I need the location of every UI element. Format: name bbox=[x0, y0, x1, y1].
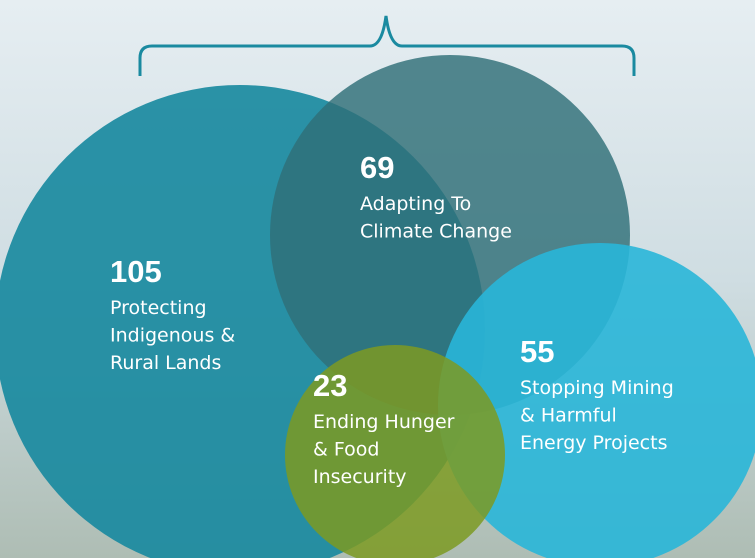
label-line: Rural Lands bbox=[110, 352, 221, 374]
label-line: & Food bbox=[313, 439, 379, 461]
label-line: Insecurity bbox=[313, 466, 407, 488]
count: 105 bbox=[110, 254, 162, 289]
label-line: Stopping Mining bbox=[520, 377, 674, 399]
label-line: Indigenous & bbox=[110, 325, 235, 347]
count: 55 bbox=[520, 334, 554, 369]
count: 23 bbox=[313, 368, 347, 403]
circle-hunger bbox=[285, 345, 505, 558]
count: 69 bbox=[360, 150, 394, 185]
label-line: & Harmful bbox=[520, 405, 617, 427]
label-line: Climate Change bbox=[360, 221, 512, 243]
label-line: Energy Projects bbox=[520, 432, 667, 454]
labels: 105 Protecting Indigenous & Rural Lands 69 Ad… bbox=[110, 150, 674, 488]
bracket bbox=[138, 15, 636, 76]
circle-energy bbox=[438, 243, 755, 558]
label-line: Adapting To bbox=[360, 193, 471, 215]
label-line: Protecting bbox=[110, 297, 207, 319]
label-line: Ending Hunger bbox=[313, 411, 455, 433]
